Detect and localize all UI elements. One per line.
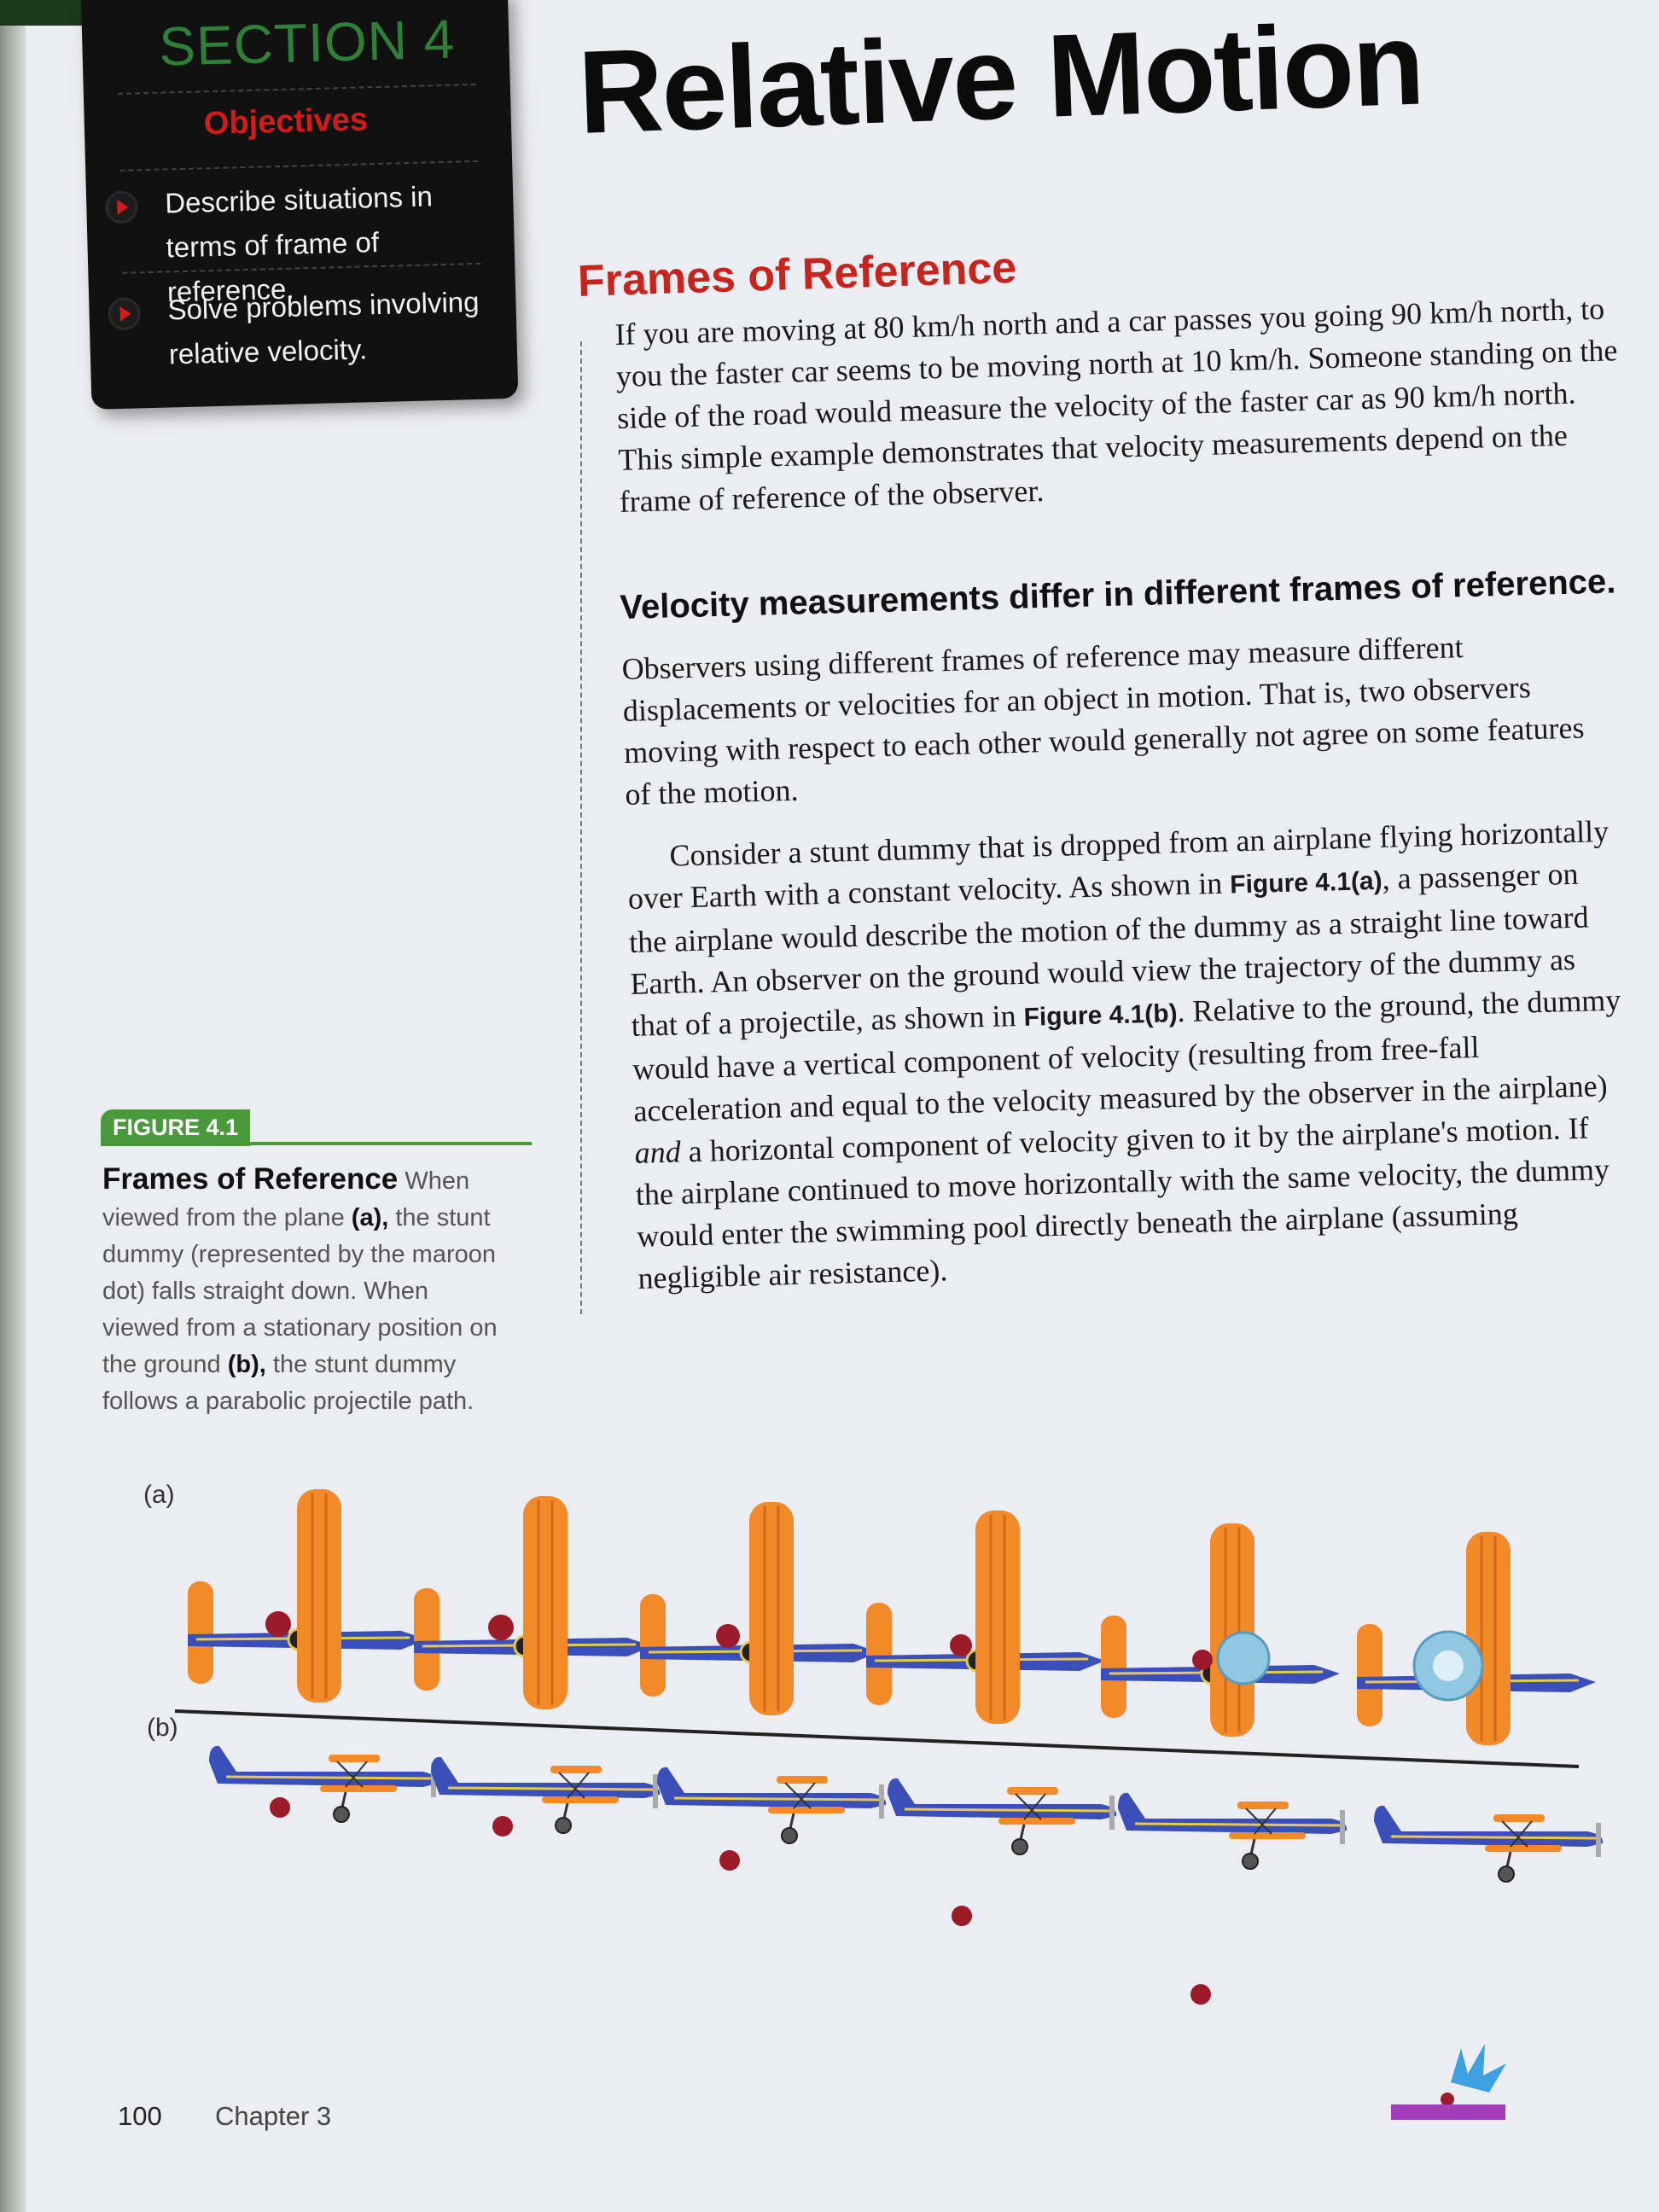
figure-tag: FIGURE 4.1	[101, 1109, 251, 1146]
figure-ref-b: Figure 4.1(b)	[1023, 999, 1178, 1032]
paragraph-3: Consider a stunt dummy that is dropped f…	[627, 813, 1621, 1295]
figure-ref-a: Figure 4.1(a)	[1229, 866, 1383, 899]
objectives-divider	[117, 83, 476, 95]
section-label: SECTION 4	[158, 8, 457, 78]
objectives-divider	[119, 160, 479, 172]
column-divider	[580, 341, 582, 1314]
page-title: Relative Motion	[576, 0, 1425, 159]
page-corner-edge	[0, 0, 85, 26]
subheading: Velocity measurements differ in differen…	[620, 562, 1616, 626]
section-heading: Frames of Reference	[577, 242, 1018, 306]
objective-item: Solve problems involving relative veloci…	[108, 280, 486, 378]
splash-icon	[1391, 2044, 1506, 2120]
page-gutter-shadow	[0, 0, 26, 2212]
figure-caption: Frames of Reference When viewed from the…	[102, 1162, 498, 1415]
objective-text: Solve problems involving relative veloci…	[167, 285, 480, 370]
figure-a-row	[186, 1487, 1598, 1747]
figure-b-row	[207, 1744, 1604, 2005]
figure-label-a: (a)	[143, 1481, 175, 1509]
objectives-heading: Objectives	[203, 102, 369, 143]
paragraph-1: If you are moving at 80 km/h north and a…	[614, 291, 1618, 519]
objectives-box: SECTION 4 Objectives Describe situations…	[81, 0, 519, 410]
paragraph-2: Observers using different frames of refe…	[621, 630, 1585, 812]
figure-tag-rule	[101, 1142, 532, 1145]
page-number: 100	[118, 2101, 162, 2131]
figure-label-b: (b)	[147, 1714, 178, 1742]
chapter-label: Chapter 3	[215, 2101, 332, 2131]
